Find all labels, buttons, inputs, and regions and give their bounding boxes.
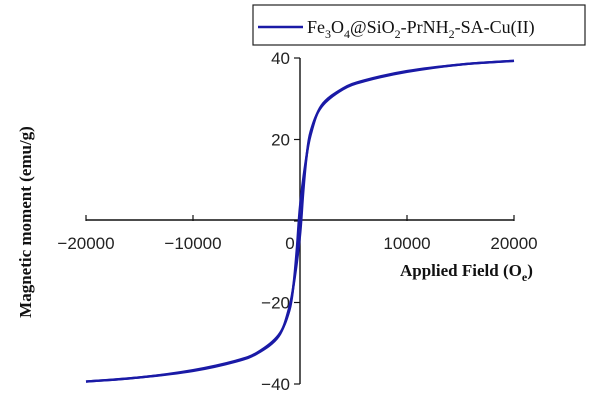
y-ticks: −40 −20 20 40 <box>261 49 300 394</box>
legend: Fe3O4@SiO2-PrNH2-SA-Cu(II) <box>252 4 586 46</box>
x-axis-title: Applied Field (Oe) <box>400 261 533 284</box>
x-tick-label: 20000 <box>490 234 537 253</box>
x-tick-label: −10000 <box>164 234 221 253</box>
legend-label: Fe3O4@SiO2-PrNH2-SA-Cu(II) <box>307 17 535 41</box>
x-tick-label: 10000 <box>383 234 430 253</box>
y-tick-label: 40 <box>271 49 290 68</box>
y-tick-label: 20 <box>271 131 290 150</box>
y-tick-label: −40 <box>261 375 290 394</box>
legend-box <box>252 4 586 46</box>
y-tick-label: −20 <box>261 294 290 313</box>
x-tick-label: −20000 <box>57 234 114 253</box>
y-axis-title: Magnetic moment (emu/g) <box>16 126 35 318</box>
plot-area <box>85 59 515 383</box>
hysteresis-branch-ascending <box>85 59 515 383</box>
x-tick-label: 0 <box>285 234 294 253</box>
